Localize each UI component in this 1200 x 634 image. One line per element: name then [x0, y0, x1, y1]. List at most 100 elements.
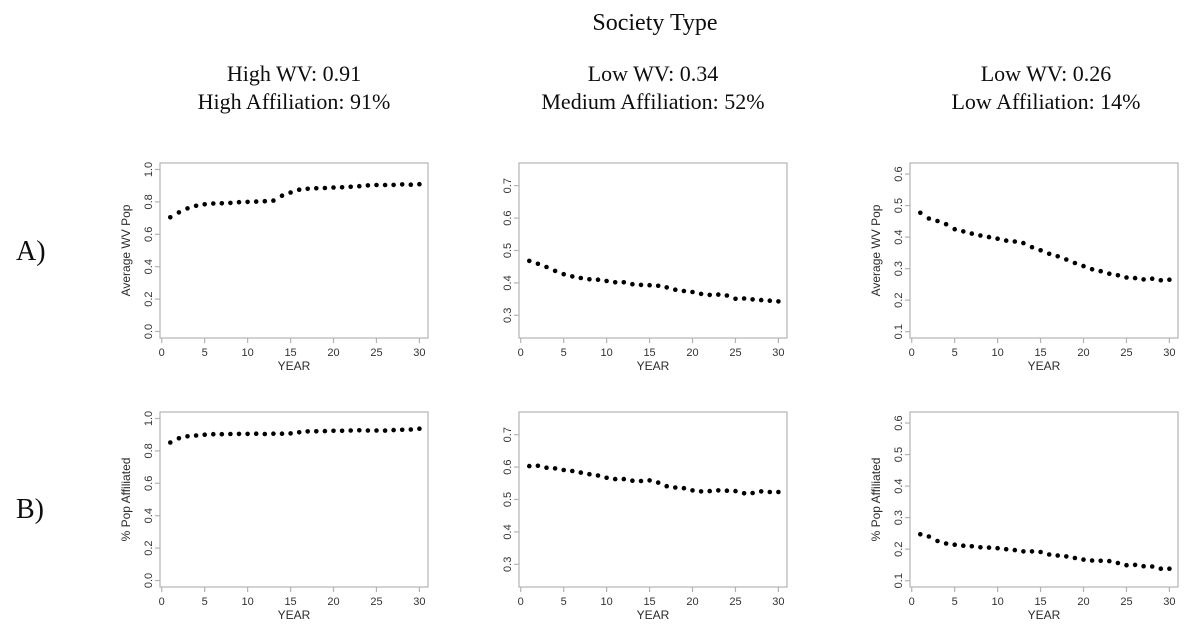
svg-text:0.4: 0.4 — [502, 524, 514, 539]
svg-text:0.0: 0.0 — [143, 324, 155, 339]
svg-text:0.6: 0.6 — [502, 459, 514, 474]
svg-text:5: 5 — [202, 347, 208, 359]
svg-text:0: 0 — [909, 596, 915, 608]
svg-text:15: 15 — [284, 347, 296, 359]
svg-text:Average WV Pop: Average WV Pop — [119, 204, 133, 296]
svg-text:0: 0 — [518, 347, 524, 359]
column-header-line1: Low WV: 0.26 — [980, 61, 1112, 86]
scatter-plot-avg-wv-high: 0.0 0.2 0.4 0.6 0.8 1.0 0 5 10 15 20 25 30 YEAR Averag… — [119, 162, 429, 373]
column-header-low-wv-medium: Low WV: 0.34 Medium Affiliation: 52% — [463, 60, 843, 116]
svg-text:25: 25 — [729, 596, 741, 608]
svg-text:20: 20 — [1077, 596, 1089, 608]
svg-text:20: 20 — [686, 347, 698, 359]
svg-text:5: 5 — [202, 596, 208, 608]
svg-text:30: 30 — [1163, 347, 1175, 359]
svg-text:0.4: 0.4 — [143, 508, 155, 523]
plot-row-b-col-2: 0.3 0.4 0.5 0.6 0.7 0 5 10 15 20 25 30 YEAR — [464, 404, 794, 632]
svg-text:20: 20 — [686, 596, 698, 608]
svg-text:5: 5 — [561, 347, 567, 359]
svg-text:0.4: 0.4 — [143, 259, 155, 274]
svg-text:10: 10 — [241, 347, 253, 359]
scatter-plot-pop-affiliated-medium: 0.3 0.4 0.5 0.6 0.7 0 5 10 15 20 25 30 YEAR — [502, 411, 788, 622]
svg-text:15: 15 — [1034, 596, 1046, 608]
svg-text:YEAR: YEAR — [637, 359, 670, 373]
column-header-line1: High WV: 0.91 — [226, 61, 362, 86]
plot-row-a-col-3: 0.1 0.2 0.3 0.4 0.5 0.6 0 5 10 15 20 25 30 YEAR Averag… — [855, 155, 1185, 383]
svg-text:25: 25 — [1120, 596, 1132, 608]
svg-text:0.6: 0.6 — [893, 166, 905, 181]
svg-text:YEAR: YEAR — [1028, 608, 1061, 622]
svg-text:30: 30 — [413, 596, 425, 608]
svg-text:0: 0 — [159, 596, 165, 608]
svg-text:0.0: 0.0 — [143, 573, 155, 588]
svg-text:20: 20 — [327, 347, 339, 359]
svg-text:25: 25 — [729, 347, 741, 359]
svg-text:20: 20 — [327, 596, 339, 608]
svg-text:% Pop Affiliated: % Pop Affiliated — [869, 458, 883, 542]
svg-text:1.0: 1.0 — [143, 162, 155, 177]
svg-text:0: 0 — [518, 596, 524, 608]
svg-text:5: 5 — [952, 347, 958, 359]
svg-text:10: 10 — [991, 347, 1003, 359]
scatter-plot-pop-affiliated-low: 0.1 0.2 0.3 0.4 0.5 0.6 0 5 10 15 20 25 30 YEAR % Pop … — [869, 411, 1179, 622]
svg-text:20: 20 — [1077, 347, 1089, 359]
svg-text:YEAR: YEAR — [637, 608, 670, 622]
svg-text:0: 0 — [909, 347, 915, 359]
svg-text:15: 15 — [1034, 347, 1046, 359]
svg-text:0.3: 0.3 — [893, 261, 905, 276]
column-header-line1: Low WV: 0.34 — [587, 61, 719, 86]
plot-row-a-col-2: 0.3 0.4 0.5 0.6 0.7 0 5 10 15 20 25 30 YEAR — [464, 155, 794, 383]
svg-text:15: 15 — [284, 596, 296, 608]
column-header-high-wv: High WV: 0.91 High Affiliation: 91% — [104, 60, 484, 116]
svg-text:0.3: 0.3 — [893, 510, 905, 525]
svg-text:1.0: 1.0 — [143, 411, 155, 426]
scatter-plot-pop-affiliated-high: 0.0 0.2 0.4 0.6 0.8 1.0 0 5 10 15 20 25 30 YEAR % Pop … — [119, 411, 429, 622]
column-header-line2: High Affiliation: 91% — [197, 89, 391, 114]
svg-text:0.4: 0.4 — [893, 478, 905, 493]
svg-text:0.2: 0.2 — [143, 540, 155, 555]
svg-text:0: 0 — [159, 347, 165, 359]
svg-text:30: 30 — [1163, 596, 1175, 608]
column-header-low-wv-low: Low WV: 0.26 Low Affiliation: 14% — [856, 60, 1200, 116]
scatter-plot-avg-wv-low: 0.1 0.2 0.3 0.4 0.5 0.6 0 5 10 15 20 25 30 YEAR Averag… — [869, 162, 1179, 373]
svg-text:0.4: 0.4 — [502, 275, 514, 290]
column-header-line2: Medium Affiliation: 52% — [541, 89, 765, 114]
svg-text:0.8: 0.8 — [143, 443, 155, 458]
svg-text:10: 10 — [600, 347, 612, 359]
svg-text:0.3: 0.3 — [502, 308, 514, 323]
svg-text:10: 10 — [241, 596, 253, 608]
svg-text:5: 5 — [561, 596, 567, 608]
svg-text:YEAR: YEAR — [278, 359, 311, 373]
plot-row-b-col-3: 0.1 0.2 0.3 0.4 0.5 0.6 0 5 10 15 20 25 30 YEAR % Pop … — [855, 404, 1185, 632]
svg-text:15: 15 — [643, 596, 655, 608]
svg-text:0.5: 0.5 — [502, 492, 514, 507]
svg-text:30: 30 — [413, 347, 425, 359]
svg-text:YEAR: YEAR — [278, 608, 311, 622]
svg-text:0.5: 0.5 — [893, 198, 905, 213]
column-header-line2: Low Affiliation: 14% — [951, 89, 1141, 114]
svg-text:10: 10 — [991, 596, 1003, 608]
svg-text:25: 25 — [370, 347, 382, 359]
svg-text:0.1: 0.1 — [893, 573, 905, 588]
svg-text:0.4: 0.4 — [893, 229, 905, 244]
svg-text:0.7: 0.7 — [502, 427, 514, 442]
svg-text:30: 30 — [772, 596, 784, 608]
svg-text:0.6: 0.6 — [502, 210, 514, 225]
svg-text:30: 30 — [772, 347, 784, 359]
svg-text:0.2: 0.2 — [893, 293, 905, 308]
svg-text:0.1: 0.1 — [893, 324, 905, 339]
svg-text:0.6: 0.6 — [143, 227, 155, 242]
svg-text:10: 10 — [600, 596, 612, 608]
svg-text:0.2: 0.2 — [893, 542, 905, 557]
svg-text:15: 15 — [643, 347, 655, 359]
svg-text:25: 25 — [1120, 347, 1132, 359]
row-label-a: A) — [16, 236, 46, 267]
svg-text:0.5: 0.5 — [893, 447, 905, 462]
svg-text:25: 25 — [370, 596, 382, 608]
row-label-b: B) — [16, 494, 44, 525]
figure-title: Society Type — [592, 10, 718, 36]
scatter-plot-avg-wv-medium: 0.3 0.4 0.5 0.6 0.7 0 5 10 15 20 25 30 YEAR — [502, 162, 788, 373]
plot-row-a-col-1: 0.0 0.2 0.4 0.6 0.8 1.0 0 5 10 15 20 25 30 YEAR Averag… — [105, 155, 435, 383]
svg-text:0.7: 0.7 — [502, 178, 514, 193]
